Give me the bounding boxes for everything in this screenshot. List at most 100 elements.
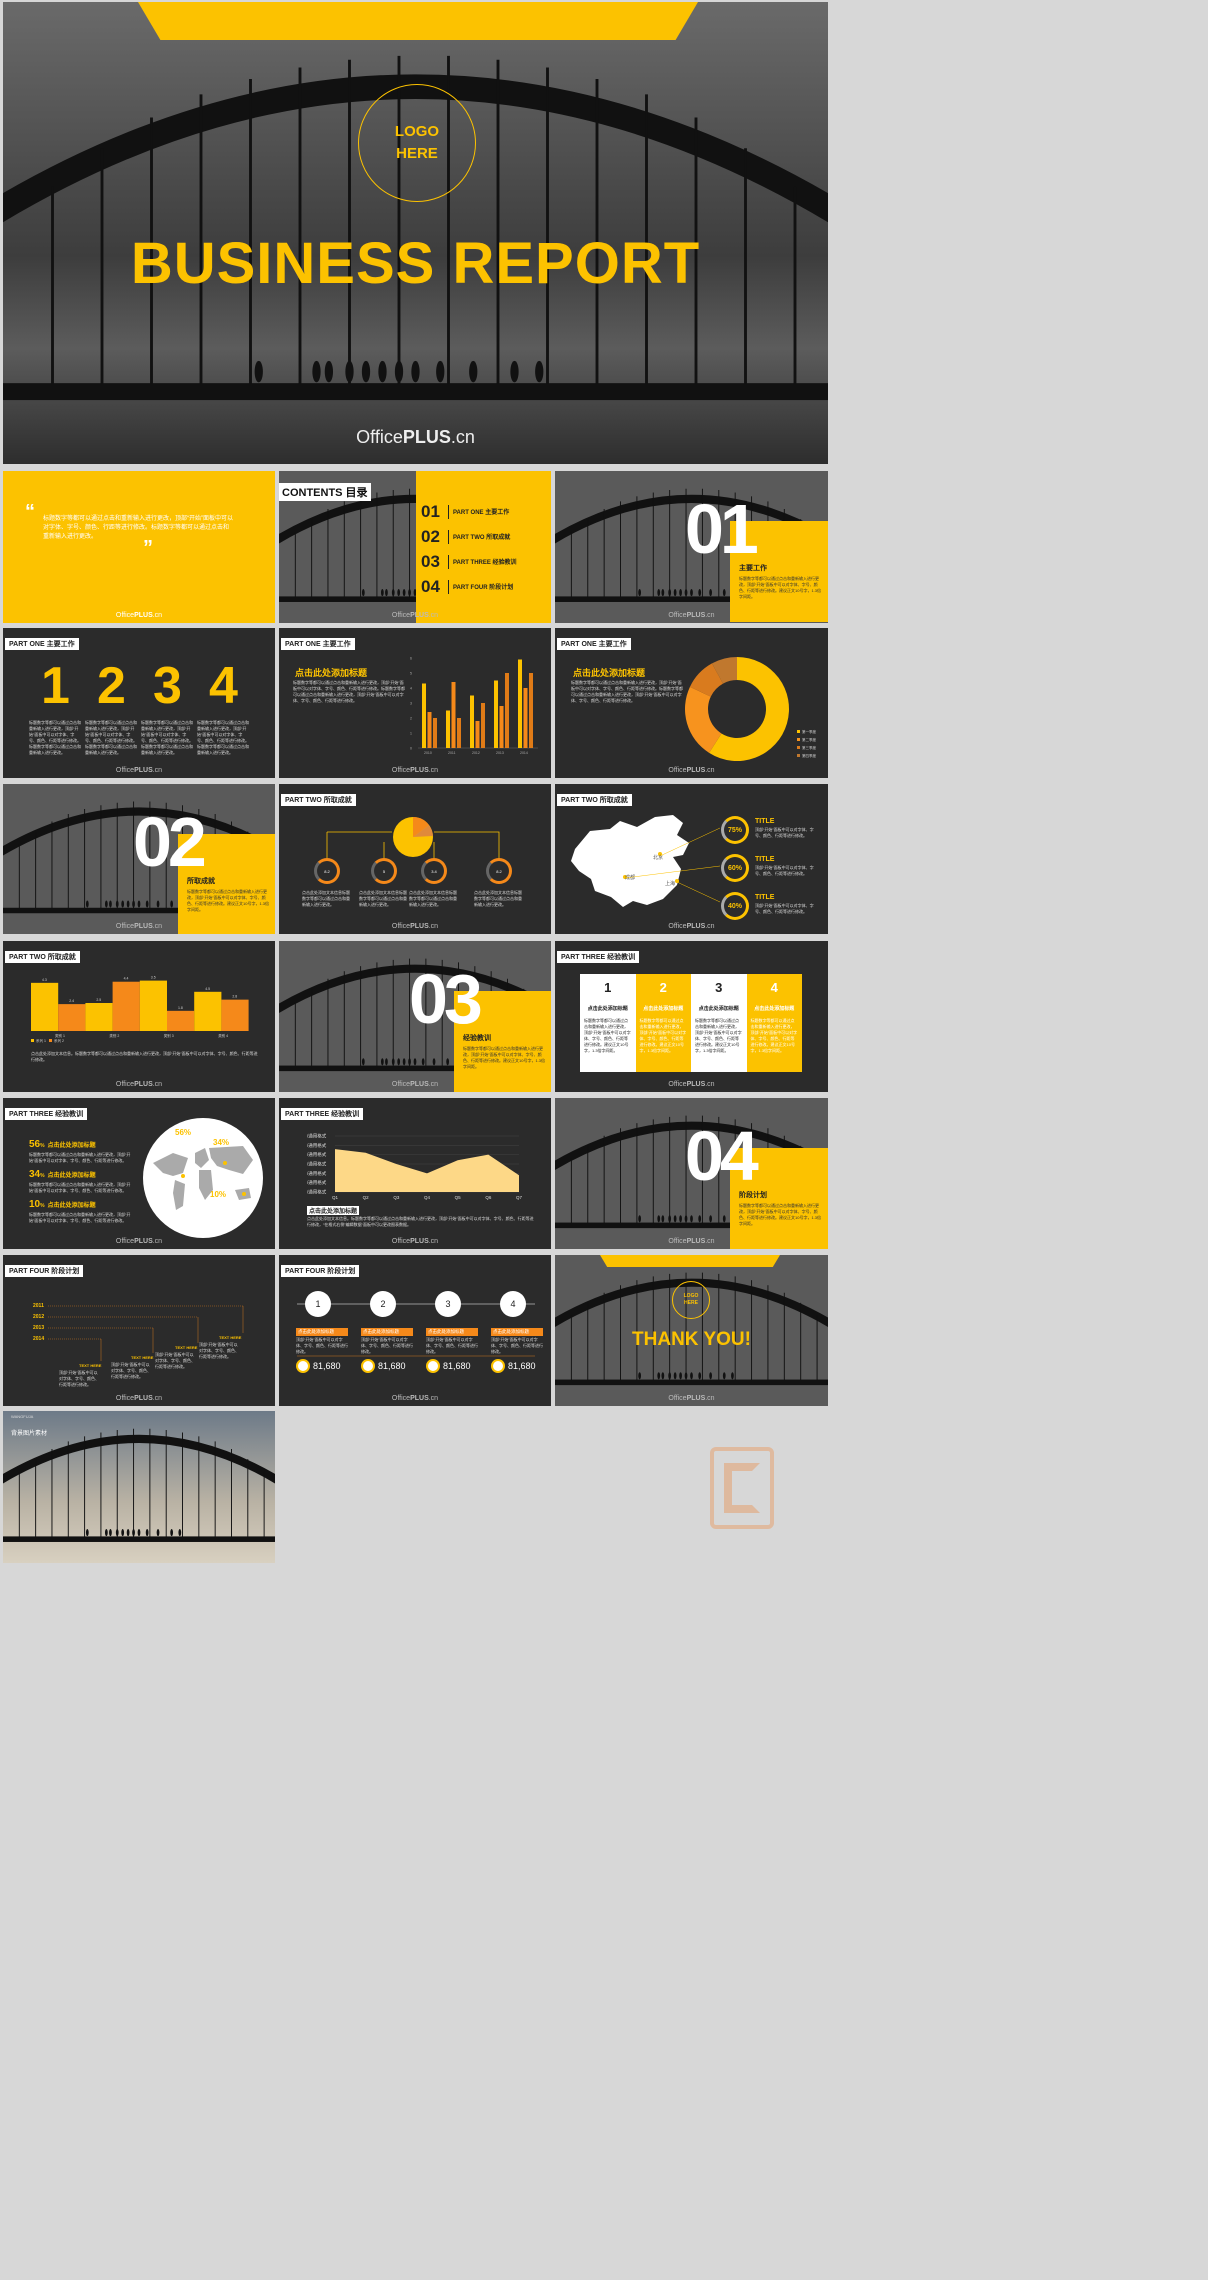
section-03-slide[interactable]: 03 经验教训 标题数字等都可以通过点击和重新输入进行更改，顶部“开始”面板中可以对… xyxy=(279,941,551,1092)
timeline-lines xyxy=(48,1305,244,1361)
wm-a: Office xyxy=(668,612,687,619)
bar xyxy=(427,712,432,748)
y-tick: /通用格式 xyxy=(307,1170,327,1177)
wm-a: Office xyxy=(115,767,135,774)
section-04-slide[interactable]: 04 阶段计划 标题数字等都可以通过点击和重新输入进行更改，顶部“开始”面板中可以对… xyxy=(555,1098,828,1249)
wm-a: Office xyxy=(668,1081,687,1088)
info-card[interactable]: 2 点击此处添加标题 标题数字等都可以通过点击和重新输入进行更改，顶部“开始”面板中… xyxy=(635,974,691,1072)
step-title: 点击此处添加标题 xyxy=(426,1328,478,1336)
wm-b: PLUS xyxy=(410,767,429,774)
steps-slide[interactable]: PART FOUR 阶段计划 1 点击此处添加标题 顶部“开始”面板中可以对字体、字… xyxy=(279,1255,551,1406)
legend-label: 第一季度 xyxy=(802,729,816,734)
map-item-text: 顶部“开始”面板中可以对字体、字号、颜色、行距等进行修改。 xyxy=(755,827,814,838)
donut-slice xyxy=(685,686,722,753)
contents-item[interactable]: 04 PART FOUR 阶段计划 xyxy=(421,574,517,599)
value-dot xyxy=(426,1359,440,1373)
divider xyxy=(448,529,449,544)
bar xyxy=(446,710,450,748)
bar-value: 2.4 xyxy=(69,999,74,1003)
brand-domain: .cn xyxy=(450,427,475,447)
section-02-slide[interactable]: 02 所取成就 标题数字等都可以通过点击和重新输入进行更改，顶部“开始”面板中可以对… xyxy=(3,784,275,934)
contents-item[interactable]: 03 PART THREE 经验教训 xyxy=(421,549,517,574)
top-yellow-banner xyxy=(600,1255,780,1267)
map-item-text: 顶部“开始”面板中可以对字体、字号、颜色、行距等进行修改。 xyxy=(755,903,814,914)
section-text: 经验教训 标题数字等都可以通过点击和重新输入进行更改，顶部“开始”面板中可以对字体… xyxy=(463,1033,547,1070)
contents-item[interactable]: 02 PART TWO 所取成就 xyxy=(421,524,517,549)
close-quote-mark: ” xyxy=(143,537,153,559)
contents-slide[interactable]: CONTENTS 目录 01 PART ONE 主要工作 02 PART TWO 所取… xyxy=(279,471,551,623)
watermark: OfficePLUS.cn xyxy=(279,1395,551,1402)
world-percent: 10 xyxy=(29,1199,41,1210)
info-card[interactable]: 4 点击此处添加标题 标题数字等都可以通过点击和重新输入进行更改，顶部“开始”面板中… xyxy=(746,974,802,1072)
timeline-slide[interactable]: PART FOUR 阶段计划 2011 2012 2013 2014 TEXT HER… xyxy=(3,1255,275,1406)
flow-circle: 3.4 xyxy=(421,858,447,884)
wm-c: .cn xyxy=(705,767,715,774)
wm-b: PLUS xyxy=(134,1395,153,1402)
card-number: 2 xyxy=(659,980,667,995)
bar xyxy=(505,673,509,748)
section-01-slide[interactable]: 01 主要工作 标题数字等都可以通过点击和重新输入进行更改，顶部“开始”面板中可以对… xyxy=(555,471,828,623)
info-card[interactable]: 1 点击此处添加标题 标题数字等都可以通过点击和重新输入进行更改，顶部“开始”面板中… xyxy=(580,974,636,1072)
section-text: 所取成就 标题数字等都可以通过点击和重新输入进行更改，顶部“开始”面板中可以对字体… xyxy=(187,876,271,913)
section-number: 03 xyxy=(409,960,483,1038)
bar-value: 4.3 xyxy=(42,978,47,982)
map-item-title: TITLE xyxy=(755,894,775,901)
world-slide[interactable]: PART THREE 经验教训 56% 点击此处添加标题 标题数字等都可以通过点击和… xyxy=(3,1098,275,1249)
watermark: OfficePLUS.cn xyxy=(555,767,828,774)
world-unit: % xyxy=(40,1203,45,1209)
numbers-slide[interactable]: PART ONE 主要工作 1 标题数字等都可以通过点击和重新输入进行更改，顶部“… xyxy=(3,628,275,778)
area-title: 点击此处添加标题 xyxy=(307,1206,360,1215)
map-label-34: 34% xyxy=(213,1138,230,1147)
y-tick: /通用格式 xyxy=(307,1161,327,1168)
wm-c: .cn xyxy=(428,1238,439,1245)
quote-slide[interactable]: “ 标题数字等都可以通过点击和重新输入进行更改，顶部“开始”面板中可以对字体、字… xyxy=(3,471,275,623)
flow-diagram xyxy=(326,817,500,858)
map-item-title: TITLE xyxy=(755,818,775,825)
area-chart-slide[interactable]: PART THREE 经验教训 /通用格式/通用格式/通用格式/通用格式/通用格… xyxy=(279,1098,551,1249)
cards-slide[interactable]: PART THREE 经验教训 1 点击此处添加标题 标题数字等都可以通过点击和重新… xyxy=(555,941,828,1092)
flow-slide[interactable]: PART TWO 所取成就 8.2 点击此处添加文本信息标题数字等都可以通过点击和… xyxy=(279,784,551,934)
info-card[interactable]: 3 点击此处添加标题 标题数字等都可以通过点击和重新输入进行更改，顶部“开始”面板中… xyxy=(691,974,747,1072)
y-tick: 2 xyxy=(410,717,412,721)
timeline-title: TEXT HERE xyxy=(79,1363,102,1368)
thank-you-slide[interactable]: LOGO HERE THANK YOU! OfficePLUS.cn xyxy=(555,1255,828,1406)
contents-item[interactable]: 01 PART ONE 主要工作 xyxy=(421,499,517,524)
step-text: 顶部“开始”面板中可以对字体、字号、颜色、行距等进行修改。 xyxy=(296,1337,348,1354)
bar-chart-slide[interactable]: PART ONE 主要工作 点击此处添加标题 标题数字等都可以通过点击和重新输入… xyxy=(279,628,551,778)
wm-a: Office xyxy=(391,1081,411,1088)
contents-panel xyxy=(416,471,551,623)
donut-slide[interactable]: PART ONE 主要工作 点击此处添加标题 标题数字等都可以通过点击和重新输入… xyxy=(555,628,828,778)
timeline-text: 顶部“开始”面板中可以对字体、字号、颜色、行距等进行修改。 xyxy=(199,1342,239,1359)
watermark: OfficePLUS.cn xyxy=(3,767,275,774)
value-dot xyxy=(491,1359,505,1373)
legend-label: 第三季度 xyxy=(802,745,816,750)
cover-slide[interactable]: LOGO HERE BUSINESS REPORT OfficePLUS.cn xyxy=(3,2,828,464)
divider xyxy=(448,554,449,569)
watermark: OfficePLUS.cn xyxy=(3,1238,275,1245)
card-text: 标题数字等都可以通过点击和重新输入进行更改，顶部“开始”面板中可以对字体、字号、… xyxy=(584,1018,631,1053)
bar xyxy=(529,673,533,748)
logo-line2: HERE xyxy=(396,145,438,162)
step-bar-slide[interactable]: PART TWO 所取成就 4.3 2.4 类别 1 2.5 4.4 类别 2 3.5 1.8… xyxy=(3,941,275,1092)
x-tick: 2011 xyxy=(448,751,456,755)
card-text: 标题数字等都可以通过点击和重新输入进行更改，顶部“开始”面板中可以对字体、字号、… xyxy=(639,1018,687,1053)
wm-c: .cn xyxy=(428,923,439,930)
bar xyxy=(58,1004,86,1031)
wm-b: PLUS xyxy=(134,612,153,619)
card-text: 标题数字等都可以通过点击和重新输入进行更改，顶部“开始”面板中可以对字体、字号、… xyxy=(750,1018,798,1053)
body-text: 点击此处添加文本信息。标题数字等都可以通过点击和重新输入进行更改，顶部“开始”面… xyxy=(307,1216,534,1227)
bar xyxy=(499,706,504,748)
china-map-slide[interactable]: PART TWO 所取成就 北京 成都 上海 75% TITLE 顶部“开始”面板中… xyxy=(555,784,828,934)
background-material-slide[interactable]: WANGFUJA 背景图片素材 xyxy=(3,1411,275,1563)
donut-slice xyxy=(689,663,724,697)
bar xyxy=(221,999,249,1031)
watermark: OfficePLUS.cn xyxy=(279,1238,551,1245)
contents-header: CONTENTS 目录 xyxy=(279,483,371,501)
step-bar-chart: 4.3 2.4 类别 1 2.5 4.4 类别 2 3.5 1.8 类别 3 4.5 2.8 类别 4… xyxy=(31,976,249,1043)
watermark: OfficePLUS.cn xyxy=(3,612,275,619)
wm-a: Office xyxy=(115,923,135,930)
watermark: OfficePLUS.cn xyxy=(279,1081,551,1088)
bar xyxy=(475,721,480,748)
wm-b: PLUS xyxy=(686,923,706,930)
watermark: OfficePLUS.cn xyxy=(3,1081,275,1088)
